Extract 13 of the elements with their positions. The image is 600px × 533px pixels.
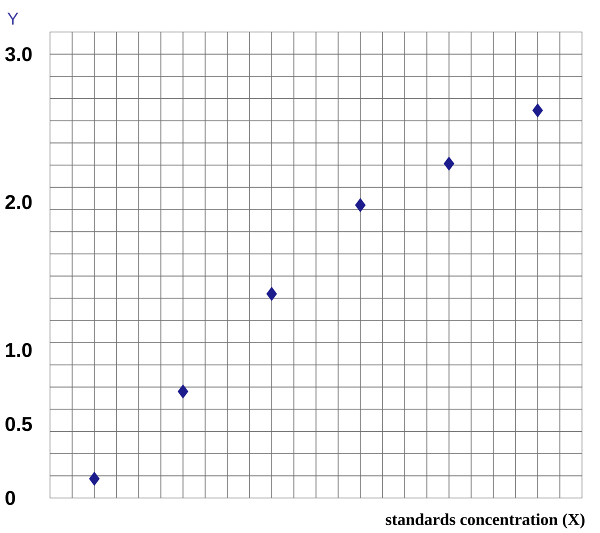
y-tick-label: 0.5 xyxy=(6,416,32,432)
point xyxy=(178,384,188,398)
point xyxy=(266,286,277,301)
point xyxy=(89,472,100,486)
x-axis-title: standards concentration (X) xyxy=(386,513,585,529)
point xyxy=(444,156,454,171)
y-tick-label: 2.0 xyxy=(5,195,32,210)
y-tick-label: 0 xyxy=(6,490,16,506)
point xyxy=(532,103,543,118)
y-axis-title: Y xyxy=(7,12,18,25)
y-tick-label: 3.0 xyxy=(5,47,32,62)
point xyxy=(355,198,366,212)
y-tick-label: 1.0 xyxy=(6,343,32,358)
